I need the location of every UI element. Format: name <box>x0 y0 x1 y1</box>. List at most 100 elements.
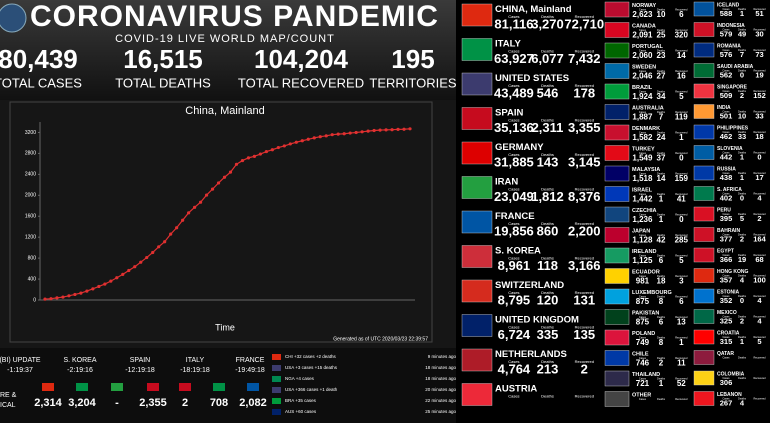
country-cases: 357 <box>720 275 733 284</box>
flag <box>604 42 630 59</box>
country-name: SWEDEN <box>632 64 656 70</box>
flag <box>604 350 630 366</box>
col-label: Recovered <box>753 336 766 339</box>
col-label: Recovered <box>675 49 688 52</box>
country-deaths: 5 <box>740 214 744 223</box>
country-name: THAILAND <box>632 372 660 378</box>
log-text: NGA +4 cases <box>285 376 315 381</box>
col-label: Deaths <box>657 152 666 155</box>
data-point <box>306 137 310 141</box>
col-label: Cases <box>722 8 730 11</box>
col-label: Cases <box>722 151 730 154</box>
col-label: Cases <box>639 398 647 401</box>
data-point <box>210 187 215 191</box>
col-label: Cases <box>508 187 519 192</box>
flag <box>604 227 630 243</box>
country-cases: 875 <box>636 297 650 306</box>
data-point <box>49 297 53 301</box>
col-label: Deaths <box>738 397 747 400</box>
country-name: UNITED KINGDOM <box>495 315 579 326</box>
country-cases: 2,046 <box>632 71 653 80</box>
col-label: Deaths <box>657 336 666 339</box>
country-cases: 746 <box>636 358 650 367</box>
country-name: CHILE <box>632 351 649 357</box>
country-cases: 1,518 <box>632 174 653 183</box>
col-label: Recovered <box>753 151 766 154</box>
country-recovered: 3,166 <box>568 258 601 273</box>
col-label: Recovered <box>575 221 594 226</box>
stat-value: 104,204 <box>254 44 349 74</box>
country-deaths: 1 <box>659 194 664 203</box>
country-name: LEBANON <box>717 392 742 398</box>
stat-label: TOTAL RECOVERED <box>238 75 364 90</box>
flag <box>147 383 159 391</box>
col-label: Recovered <box>753 172 766 175</box>
flag <box>461 279 493 303</box>
country-recovered: 4 <box>757 193 762 202</box>
country-cases: 721 <box>636 379 650 388</box>
col-label: Recovered <box>675 111 688 114</box>
country-name: INDIA <box>717 105 731 111</box>
data-point <box>145 255 149 260</box>
y-tick-label: 0 <box>33 297 36 303</box>
country-recovered: 1 <box>679 338 684 347</box>
col-label: Cases <box>639 172 647 175</box>
flag <box>693 42 715 58</box>
y-tick-label: 2800 <box>25 151 36 157</box>
col-label: Deaths <box>657 90 666 93</box>
data-point <box>366 129 370 133</box>
flag <box>604 391 630 407</box>
flag <box>604 329 630 346</box>
flag <box>693 309 715 324</box>
plot-frame <box>9 101 433 343</box>
country-name: BAHRAIN <box>717 228 740 234</box>
country-name: SWITZERLAND <box>495 280 564 291</box>
col-label: Deaths <box>738 254 747 257</box>
col-label: Deaths <box>738 69 747 72</box>
col-label: Cases <box>722 172 730 175</box>
stat-label: TOTAL CASES <box>0 75 82 90</box>
log-text: USA +3 cases +15 deaths <box>285 365 338 370</box>
update-time: -2:19:16 <box>67 367 93 374</box>
country-cases: 267 <box>720 398 733 407</box>
flag <box>461 141 493 165</box>
country-deaths: 23 <box>657 51 666 60</box>
country-name: IRAN <box>495 177 518 188</box>
col-label: Recovered <box>675 90 688 93</box>
country-deaths: 143 <box>537 155 559 170</box>
country-cases: 2,623 <box>632 10 653 19</box>
col-label: Deaths <box>541 394 554 399</box>
country-name: SLOVENIA <box>717 146 743 152</box>
chart-note: Generated as of UTC 2020/03/23 22:39:57 <box>333 336 428 342</box>
col-label: Deaths <box>738 336 747 339</box>
col-label: Cases <box>722 315 730 318</box>
flag <box>693 391 715 406</box>
col-label: Recovered <box>675 193 688 196</box>
country-deaths: 2 <box>740 316 744 325</box>
country-name: PERU <box>717 207 731 213</box>
col-label: Deaths <box>541 187 554 192</box>
col-label: Deaths <box>738 49 747 52</box>
col-label: Cases <box>508 359 519 364</box>
flag <box>693 227 715 242</box>
col-label: Cases <box>722 110 730 113</box>
country-recovered: 19 <box>755 70 763 79</box>
flag <box>693 247 715 263</box>
col-label: Recovered <box>753 213 766 216</box>
data-point <box>252 154 257 158</box>
flag <box>693 165 715 181</box>
col-label: Cases <box>508 221 519 226</box>
col-label: Deaths <box>657 357 666 360</box>
data-point <box>61 295 65 299</box>
country-deaths: 7 <box>659 112 664 121</box>
log-text: AUS +60 cases <box>285 409 317 414</box>
country-deaths: 6 <box>659 317 664 326</box>
data-point <box>181 218 185 222</box>
col-label: Recovered <box>575 325 594 330</box>
flag <box>604 63 630 79</box>
data-point <box>97 284 101 289</box>
col-label: Cases <box>722 274 730 277</box>
data-point <box>336 132 340 136</box>
col-label: Cases <box>639 193 647 196</box>
data-point <box>222 175 227 179</box>
